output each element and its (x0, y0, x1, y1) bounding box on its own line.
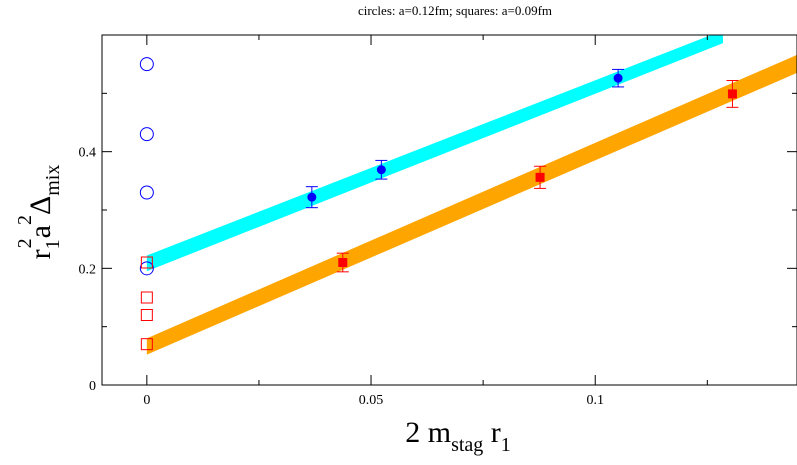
x-label-main: 2 m (405, 416, 451, 449)
fit-band-1 (147, 30, 723, 271)
y-label-a-sup: 2 (14, 215, 36, 225)
data-point-open-circle (140, 128, 153, 141)
data-point-open-circle (140, 186, 153, 199)
chart-title: circles: a=0.12fm; squares: a=0.09fm (358, 3, 552, 18)
x-tick-label: 0 (143, 393, 150, 408)
data-point-filled-square (536, 173, 545, 182)
y-label-r-sup: 2 (14, 238, 36, 248)
x-tick-label: 0.05 (359, 393, 384, 408)
y-tick-label: 0.2 (79, 262, 97, 277)
data-point-filled-circle (614, 74, 623, 83)
svg-text:r12a2Δmix: r12a2Δmix (14, 165, 64, 260)
y-tick-label: 0 (89, 379, 96, 394)
data-point-open-circle (140, 58, 153, 71)
x-axis-label: 2 mstag r1 (405, 416, 511, 456)
y-label-r-sub: 1 (42, 239, 64, 249)
y-label-delta: Δ (24, 196, 57, 215)
data-point-filled-circle (377, 165, 386, 174)
y-label-r: r (24, 249, 57, 259)
x-tick-label: 0.1 (586, 393, 604, 408)
fit-bands (147, 30, 797, 354)
y-axis-label: r12a2Δmix (14, 165, 64, 260)
y-tick-label: 0.4 (79, 146, 97, 161)
data-point-filled-circle (307, 193, 316, 202)
x-label-mid: r (483, 416, 501, 449)
data-point-open-square (141, 292, 152, 303)
data-point-filled-square (728, 89, 737, 98)
y-label-a: a (24, 225, 57, 238)
y-label-delta-sub: mix (42, 165, 64, 196)
x-label-sub-stag: stag (451, 434, 483, 456)
x-label-sub-1: 1 (501, 434, 511, 456)
data-point-filled-square (338, 258, 347, 267)
fit-band-2 (147, 55, 797, 355)
data-point-open-square (141, 310, 152, 321)
